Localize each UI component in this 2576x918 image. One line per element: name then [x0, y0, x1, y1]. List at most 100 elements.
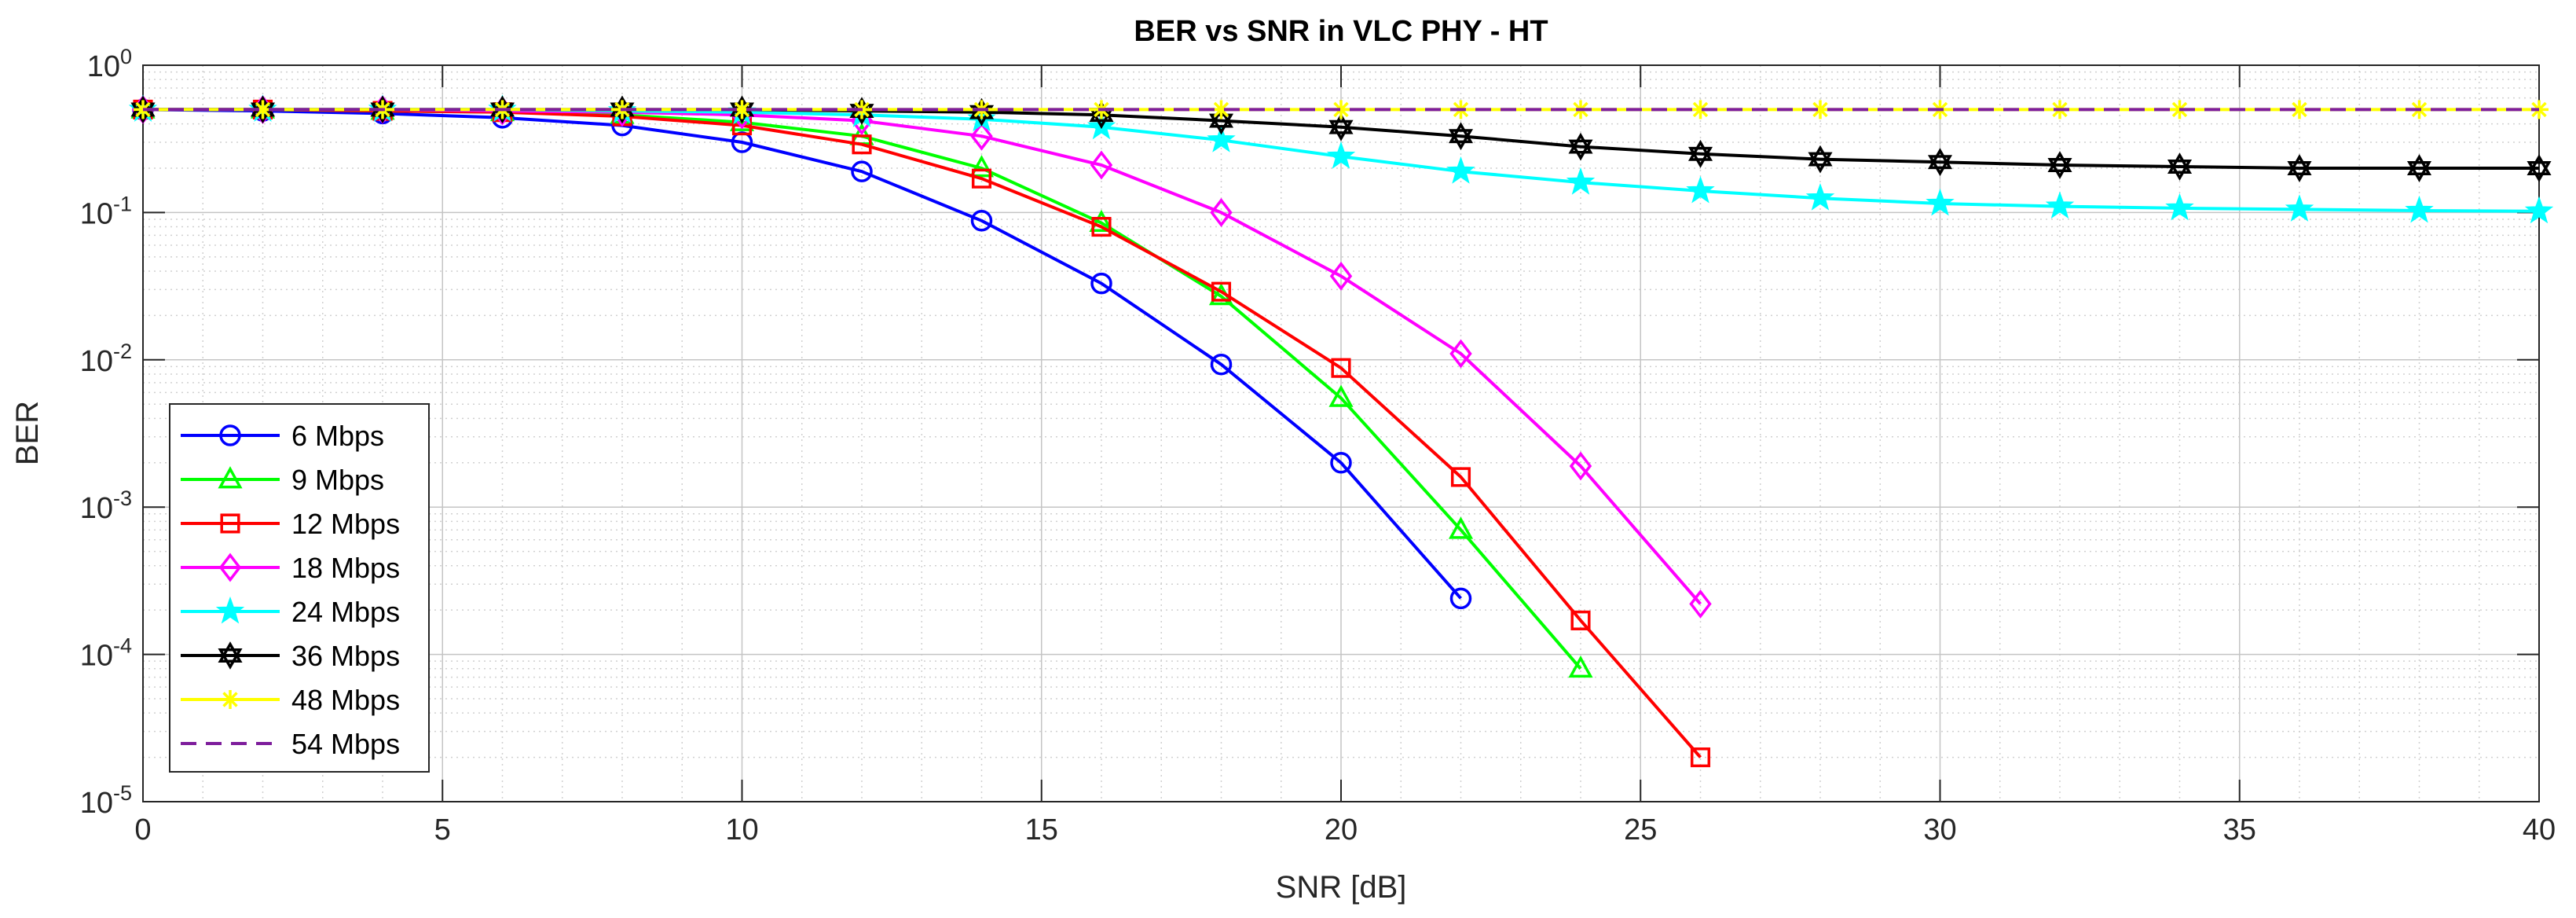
asterisk-stroke	[1213, 101, 1229, 118]
data-point-marker	[1331, 358, 1351, 378]
data-point-marker	[2287, 154, 2312, 182]
data-point-marker	[1089, 209, 1114, 232]
asterisk-stroke	[1333, 101, 1349, 118]
data-point-marker	[1446, 156, 1475, 184]
x-tick-label: 30	[1923, 813, 1956, 846]
data-point-marker	[219, 424, 241, 446]
data-point-marker	[1568, 132, 1593, 161]
data-point-marker	[1210, 197, 1233, 227]
legend-label: 9 Mbps	[291, 464, 384, 496]
hexagram-part	[2167, 160, 2193, 181]
data-point-marker	[1450, 467, 1471, 487]
data-point-marker	[2045, 191, 2075, 219]
data-point-marker	[2047, 151, 2072, 179]
legend: 6 Mbps 9 Mbps 12 Mbps 18 Mbps 24 Mbps 36 Mbps…	[169, 403, 430, 773]
x-tick-label: 35	[2223, 813, 2256, 846]
data-point-marker	[1328, 384, 1354, 407]
asterisk-stroke	[1812, 101, 1828, 118]
data-point-marker	[2167, 152, 2193, 181]
hexagram-part	[1687, 139, 1713, 161]
legend-item: 54 Mbps	[181, 728, 400, 760]
legend-item: 24 Mbps	[181, 596, 400, 628]
data-point-marker	[1690, 747, 1711, 768]
data-point-marker	[969, 155, 995, 178]
data-point-marker	[971, 168, 992, 189]
data-point-marker	[1211, 100, 1231, 119]
x-tick-label: 40	[2523, 813, 2556, 846]
data-point-marker	[1326, 141, 1356, 169]
data-point-marker	[2406, 154, 2432, 182]
data-point-marker	[2527, 154, 2552, 182]
y-tick-label: 10-2	[80, 340, 132, 378]
hexagram-part	[1328, 119, 1354, 141]
legend-item: 6 Mbps	[181, 420, 384, 452]
data-point-marker	[1332, 100, 1350, 119]
data-point-marker	[851, 160, 873, 182]
hexagram-part	[2406, 154, 2432, 175]
x-tick-label: 15	[1025, 813, 1058, 846]
hexagram-part	[1927, 148, 1953, 170]
hexagram-part	[2047, 158, 2072, 179]
data-point-marker	[1207, 125, 1236, 152]
hexagram-part	[1448, 122, 1474, 144]
data-point-marker	[2524, 196, 2554, 224]
hexagram-part	[1927, 155, 1953, 177]
y-tick-label: 10-1	[80, 192, 132, 230]
data-point-marker	[1328, 112, 1354, 141]
hexagram-part	[1328, 112, 1354, 134]
data-point-marker	[1926, 188, 1955, 216]
data-point-marker	[1449, 587, 1472, 610]
data-point-marker	[1686, 175, 1715, 204]
asterisk-stroke	[734, 101, 750, 118]
data-point-marker	[1566, 167, 1596, 195]
x-axis-label: SNR [dB]	[1276, 870, 1407, 905]
data-point-marker	[218, 641, 243, 670]
data-point-marker	[852, 134, 872, 155]
data-point-marker	[1570, 610, 1591, 630]
data-point-marker	[218, 466, 243, 489]
legend-item: 12 Mbps	[181, 508, 400, 540]
data-point-marker	[1805, 183, 1835, 211]
hexagram-part	[218, 641, 243, 663]
data-point-marker	[218, 553, 242, 582]
data-point-marker	[1689, 589, 1712, 619]
legend-item: 36 Mbps	[181, 640, 400, 672]
x-tick-label: 10	[725, 813, 758, 846]
hexagram-part	[1448, 129, 1474, 151]
asterisk-stroke	[2292, 101, 2307, 118]
data-point-marker	[1211, 281, 1232, 302]
data-point-marker	[215, 596, 245, 624]
legend-label: 48 Mbps	[291, 684, 400, 716]
hexagram-part	[1568, 132, 1593, 154]
data-point-marker	[970, 121, 993, 151]
series-layer	[128, 94, 2554, 768]
data-point-marker	[1210, 353, 1233, 376]
data-point-marker	[1329, 261, 1353, 291]
data-point-marker	[2285, 194, 2314, 222]
series-line	[142, 108, 1462, 600]
data-point-marker	[1808, 145, 1833, 174]
data-point-marker	[1448, 516, 1474, 539]
hexagram-part	[2406, 161, 2432, 182]
data-point-marker	[220, 513, 240, 534]
hexagram-part	[2527, 161, 2552, 182]
y-tick-label: 10-3	[80, 487, 132, 525]
asterisk-stroke	[255, 101, 271, 118]
data-point-marker	[1569, 451, 1592, 481]
data-point-marker	[1330, 452, 1352, 474]
legend-label: 6 Mbps	[291, 420, 384, 452]
hexagram-part	[2527, 154, 2552, 175]
y-tick-label: 10-5	[80, 781, 132, 820]
data-point-marker	[1927, 148, 1953, 177]
axes: 0 5 10 15 20 25 30 35 40 100 10-1 10-2 10-3 10-4 10-5	[80, 45, 2556, 846]
x-tick-label: 25	[1624, 813, 1657, 846]
asterisk-stroke	[222, 692, 238, 707]
chart-title: BER vs SNR in VLC PHY - HT	[1134, 15, 1548, 48]
hexagram-part	[2167, 152, 2193, 174]
hexagram-part	[1687, 146, 1713, 168]
y-tick-label: 100	[87, 45, 132, 83]
x-tick-label: 5	[434, 813, 451, 846]
x-tick-label: 0	[134, 813, 151, 846]
legend-label: 36 Mbps	[291, 640, 400, 672]
grid	[142, 64, 2540, 802]
